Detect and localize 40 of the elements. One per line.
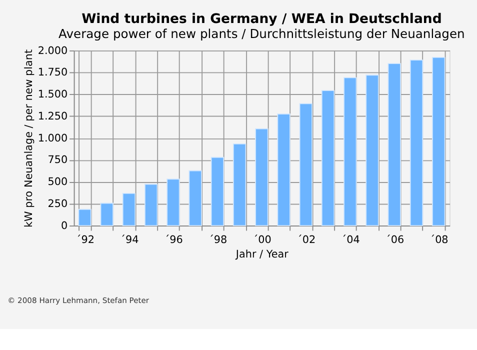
x-tick-label: ´06 [386, 234, 404, 246]
y-tick-label: 1.250 [38, 110, 68, 122]
bar [321, 90, 335, 226]
bar [144, 184, 158, 226]
x-tick-label: ´08 [430, 234, 448, 246]
bar [100, 202, 114, 226]
bar [388, 63, 402, 226]
bar [277, 114, 290, 226]
bar [410, 60, 424, 226]
text: © 2008 Harry Lehmann, Stefan Peter [8, 296, 150, 306]
bar [78, 208, 92, 226]
x-axis-title: Jahr / Year [234, 248, 290, 260]
x-tick-label: ´92 [76, 234, 94, 246]
bar [210, 156, 224, 226]
bar [299, 103, 313, 226]
x-tick-label: ´94 [120, 234, 140, 246]
y-tick-label: 0 [61, 220, 68, 232]
x-tick-label: ´96 [164, 234, 183, 246]
y-tick-label: 2.000 [38, 44, 68, 57]
bar [255, 128, 268, 226]
y-tick-label: 250 [48, 198, 68, 210]
bar [166, 178, 180, 226]
x-tick-label: ´04 [341, 234, 360, 246]
chart-title: Wind turbines in Germany / WEA in Deutschland [82, 12, 442, 28]
y-axis-title: kW pro Neuanlage / per new plant [23, 49, 36, 228]
bar [344, 77, 357, 226]
bar [122, 192, 136, 226]
bar [432, 56, 446, 226]
x-tick-label: ´98 [208, 234, 228, 246]
chart-subtitle: Average power of new plants / Durchnittsleistung der Neuanlagen [58, 27, 465, 42]
bar [232, 143, 246, 226]
x-tick-label: ´00 [252, 234, 272, 246]
y-tick-label: 500 [48, 176, 68, 188]
bar [366, 74, 379, 226]
x-tick-label: ´02 [297, 234, 316, 246]
y-tick-label: 1.000 [38, 132, 68, 144]
y-tick-label: 750 [48, 154, 68, 166]
y-tick-label: 1.500 [38, 88, 68, 101]
y-tick-label: 1.750 [38, 66, 68, 79]
bar [188, 170, 202, 226]
